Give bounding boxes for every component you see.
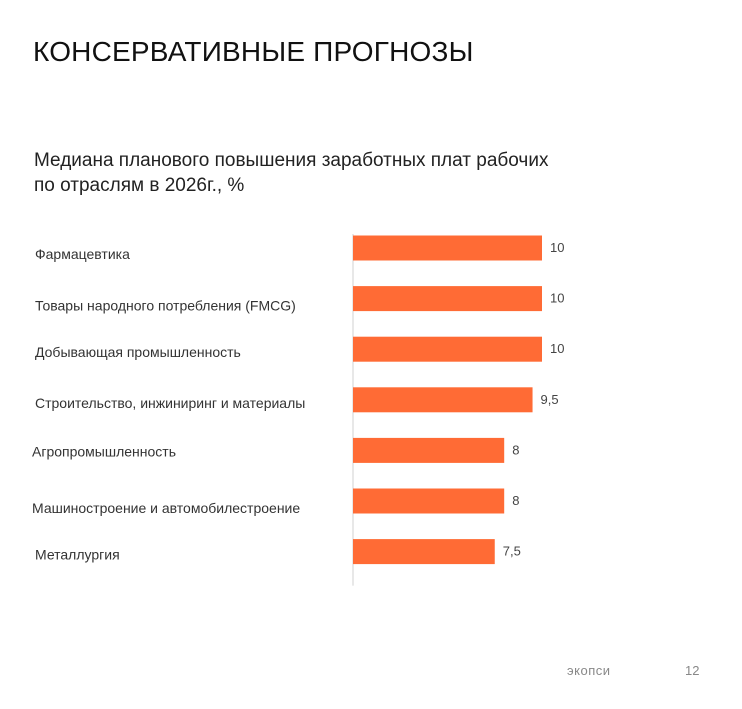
category-label-7: Металлургия bbox=[35, 547, 120, 563]
data-label-5: 8 bbox=[512, 442, 519, 457]
chart-title: Медиана планового повышения заработных п… bbox=[34, 148, 634, 198]
data-label-3: 10 bbox=[550, 341, 564, 356]
category-label-4: Строительство, инжиниринг и материалы bbox=[35, 395, 305, 411]
category-label-3: Добывающая промышленность bbox=[35, 344, 241, 360]
company-logo: экопси bbox=[567, 663, 611, 678]
chart-title-line-1: Медиана планового повышения заработных п… bbox=[34, 150, 549, 171]
category-label-1: Фармацевтика bbox=[35, 246, 130, 262]
bar-4 bbox=[353, 387, 533, 413]
bar-3 bbox=[353, 336, 542, 362]
slide-title: КОНСЕРВАТИВНЫЕ ПРОГНОЗЫ bbox=[33, 36, 474, 67]
category-label-2: Товары народного потребления (FMCG) bbox=[35, 298, 296, 314]
data-label-1: 10 bbox=[550, 240, 564, 255]
data-label-2: 10 bbox=[550, 291, 564, 306]
bar-1 bbox=[353, 235, 542, 261]
data-label-6: 8 bbox=[512, 493, 519, 508]
chart-title-line-2: по отраслям в 2026г., % bbox=[34, 175, 245, 196]
data-label-4: 9,5 bbox=[541, 392, 559, 407]
data-label-7: 7,5 bbox=[503, 544, 521, 559]
category-label-5: Агропромышленность bbox=[32, 443, 176, 459]
bar-2 bbox=[353, 286, 542, 312]
bar-6 bbox=[353, 488, 505, 514]
bar-7 bbox=[353, 539, 495, 565]
page-number: 12 bbox=[685, 663, 700, 678]
category-label-6: Машиностроение и автомобилестроение bbox=[32, 500, 300, 516]
bar-5 bbox=[353, 437, 505, 463]
